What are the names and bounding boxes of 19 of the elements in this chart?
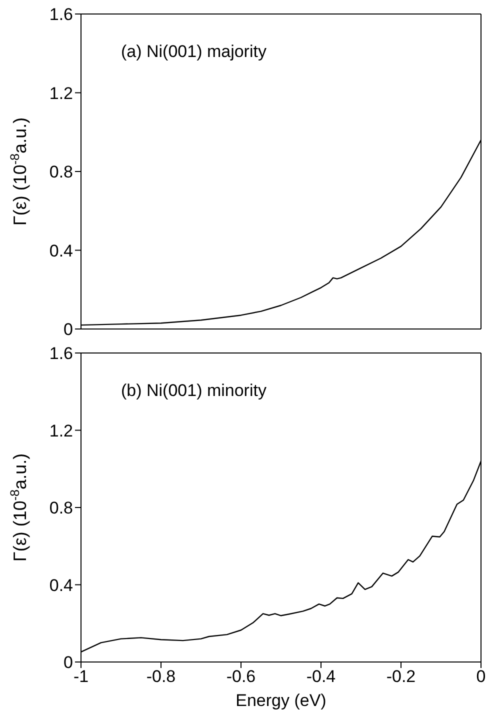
x-tick-label: -0.2 xyxy=(386,667,416,686)
y-tick-label: 1.2 xyxy=(49,84,73,103)
y-tick-label: 1.6 xyxy=(49,344,73,364)
y-tick-label: 0 xyxy=(64,653,73,672)
x-axis-title: Energy (eV) xyxy=(236,691,326,710)
x-tick-label: -1 xyxy=(73,667,89,686)
y-tick-label: 0.8 xyxy=(49,162,73,182)
x-tick-label: -0.8 xyxy=(146,667,176,686)
y-tick-label: 0.4 xyxy=(49,241,73,260)
annotation: (b) Ni(001) minority xyxy=(121,381,266,401)
y-tick-label: 1.2 xyxy=(49,421,73,440)
x-tick-label: -0.4 xyxy=(306,667,336,686)
y-tick-label: 1.6 xyxy=(49,5,73,24)
x-tick-label: 0 xyxy=(476,667,486,686)
x-tick-label: -0.6 xyxy=(226,667,256,686)
y-tick-label: 0.8 xyxy=(49,498,73,518)
y-tick-label: 0 xyxy=(64,320,73,340)
annotation: (a) Ni(001) majority xyxy=(121,42,266,62)
y-tick-label: 0.4 xyxy=(49,576,73,595)
